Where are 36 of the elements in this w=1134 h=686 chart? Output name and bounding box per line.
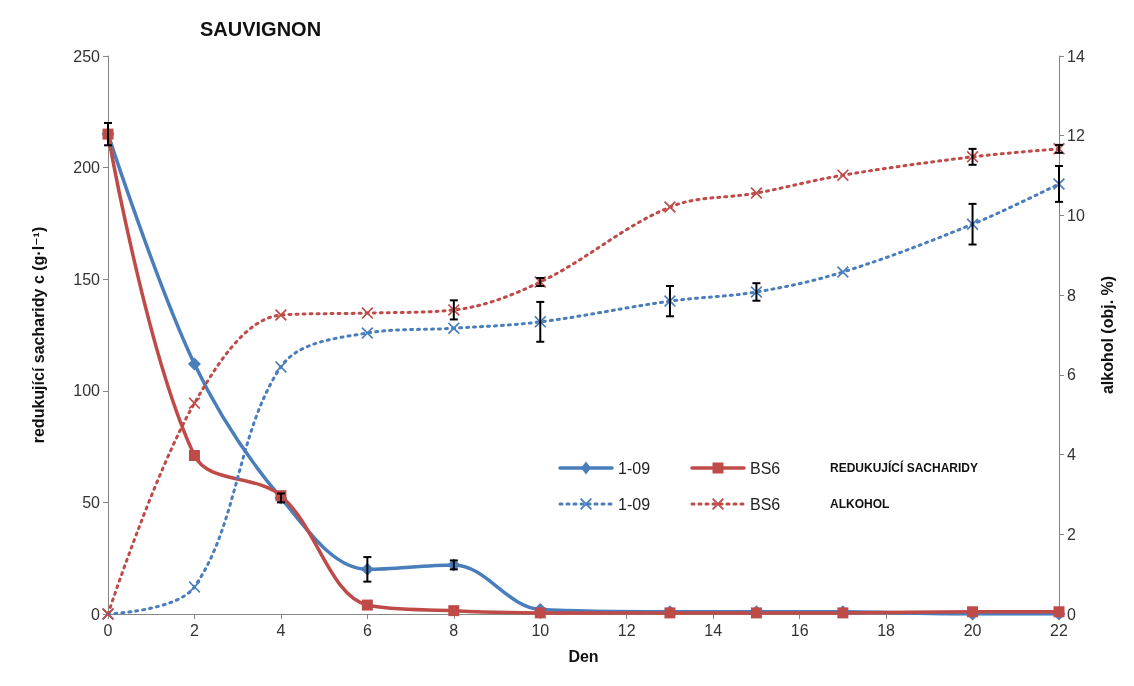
- x-tick-label: 8: [449, 621, 459, 639]
- x-tick-label: 10: [531, 621, 550, 639]
- legend-label: 1-09: [618, 495, 651, 513]
- y2-tick-label: 14: [1067, 47, 1085, 65]
- y-tick-label: 0: [91, 605, 101, 623]
- y-tick-label: 150: [73, 270, 101, 288]
- legend-label: BS6: [750, 459, 781, 477]
- x-tick-label: 12: [617, 621, 636, 639]
- y2-tick-label: 10: [1067, 206, 1085, 224]
- annotation: REDUKUJÍCÍ SACHARIDY: [830, 460, 979, 475]
- annotation: ALKOHOL: [830, 497, 890, 511]
- x-tick-label: 0: [103, 621, 113, 639]
- x-tick-label: 16: [790, 621, 809, 639]
- x-tick-label: 22: [1050, 621, 1068, 639]
- x-tick-label: 6: [362, 621, 372, 639]
- y2-tick-label: 4: [1067, 446, 1076, 464]
- y2-tick-label: 2: [1067, 525, 1076, 543]
- y2-tick-label: 6: [1067, 366, 1076, 384]
- y2-axis-title: alkohol (obj. %): [1098, 275, 1116, 395]
- y-tick-label: 50: [82, 493, 101, 511]
- y2-tick-label: 12: [1067, 127, 1085, 145]
- y-tick-label: 100: [73, 382, 101, 400]
- legend-label: BS6: [750, 495, 781, 513]
- x-tick-label: 14: [704, 621, 723, 639]
- y-tick-label: 250: [73, 47, 101, 65]
- legend-label: 1-09: [618, 459, 651, 477]
- y2-tick-label: 0: [1067, 605, 1076, 623]
- x-tick-label: 4: [276, 621, 286, 639]
- x-axis-title: Den: [568, 647, 599, 665]
- y-axis-title: redukující sacharidy c (g·l⁻¹): [29, 226, 47, 444]
- y2-tick-label: 8: [1067, 286, 1076, 304]
- chart-title: SAUVIGNON: [200, 18, 322, 40]
- x-tick-label: 2: [190, 621, 199, 639]
- x-tick-label: 18: [877, 621, 896, 639]
- x-tick-label: 20: [963, 621, 982, 639]
- y-tick-label: 200: [73, 159, 101, 177]
